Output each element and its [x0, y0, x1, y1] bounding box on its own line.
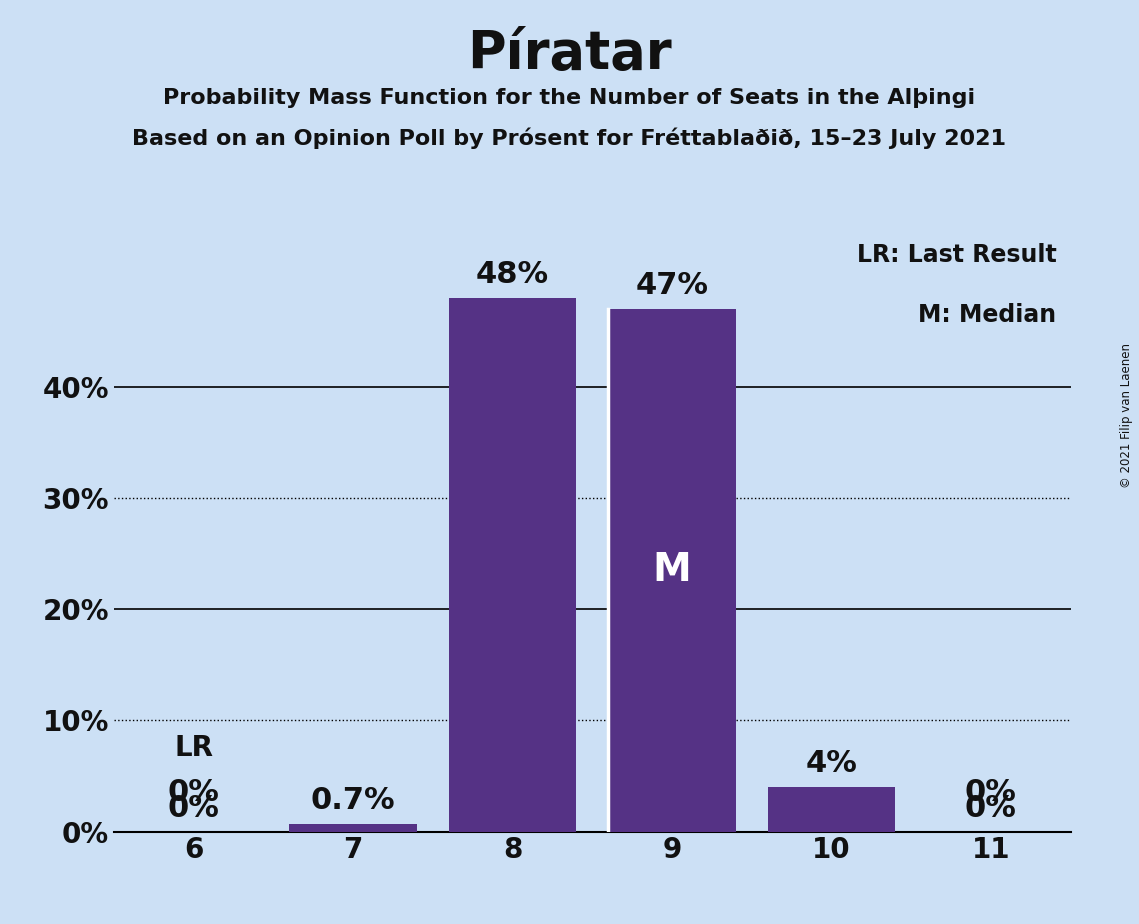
- Text: 0%: 0%: [965, 794, 1017, 822]
- Text: 0%: 0%: [167, 794, 220, 822]
- Text: 4%: 4%: [805, 749, 858, 778]
- Text: Píratar: Píratar: [467, 28, 672, 79]
- Text: LR: LR: [174, 735, 213, 762]
- Text: LR: Last Result: LR: Last Result: [857, 243, 1056, 267]
- Bar: [289, 824, 417, 832]
- Text: 0.7%: 0.7%: [311, 786, 395, 815]
- Text: 0%: 0%: [167, 778, 220, 808]
- Text: Probability Mass Function for the Number of Seats in the Alþingi: Probability Mass Function for the Number…: [163, 88, 976, 108]
- Text: M: Median: M: Median: [918, 303, 1056, 327]
- Text: Based on an Opinion Poll by Prósent for Fréttablaðið, 15–23 July 2021: Based on an Opinion Poll by Prósent for …: [132, 128, 1007, 149]
- Text: 47%: 47%: [636, 271, 708, 300]
- Text: M: M: [653, 552, 691, 590]
- Bar: [768, 787, 895, 832]
- Bar: [608, 309, 736, 832]
- Text: © 2021 Filip van Laenen: © 2021 Filip van Laenen: [1121, 344, 1133, 488]
- Text: 0%: 0%: [965, 778, 1017, 808]
- Text: 48%: 48%: [476, 260, 549, 289]
- Bar: [449, 298, 576, 832]
